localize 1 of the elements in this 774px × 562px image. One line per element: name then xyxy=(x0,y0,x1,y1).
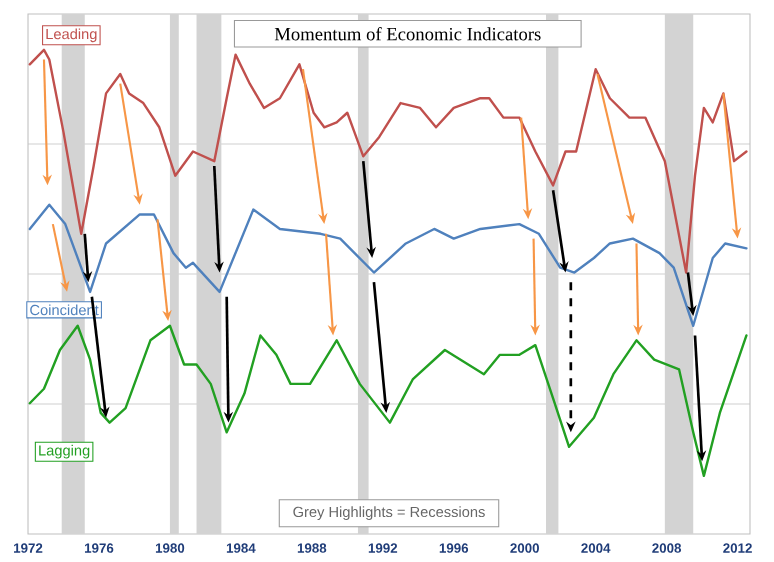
chart-title: Momentum of Economic Indicators xyxy=(274,27,541,41)
